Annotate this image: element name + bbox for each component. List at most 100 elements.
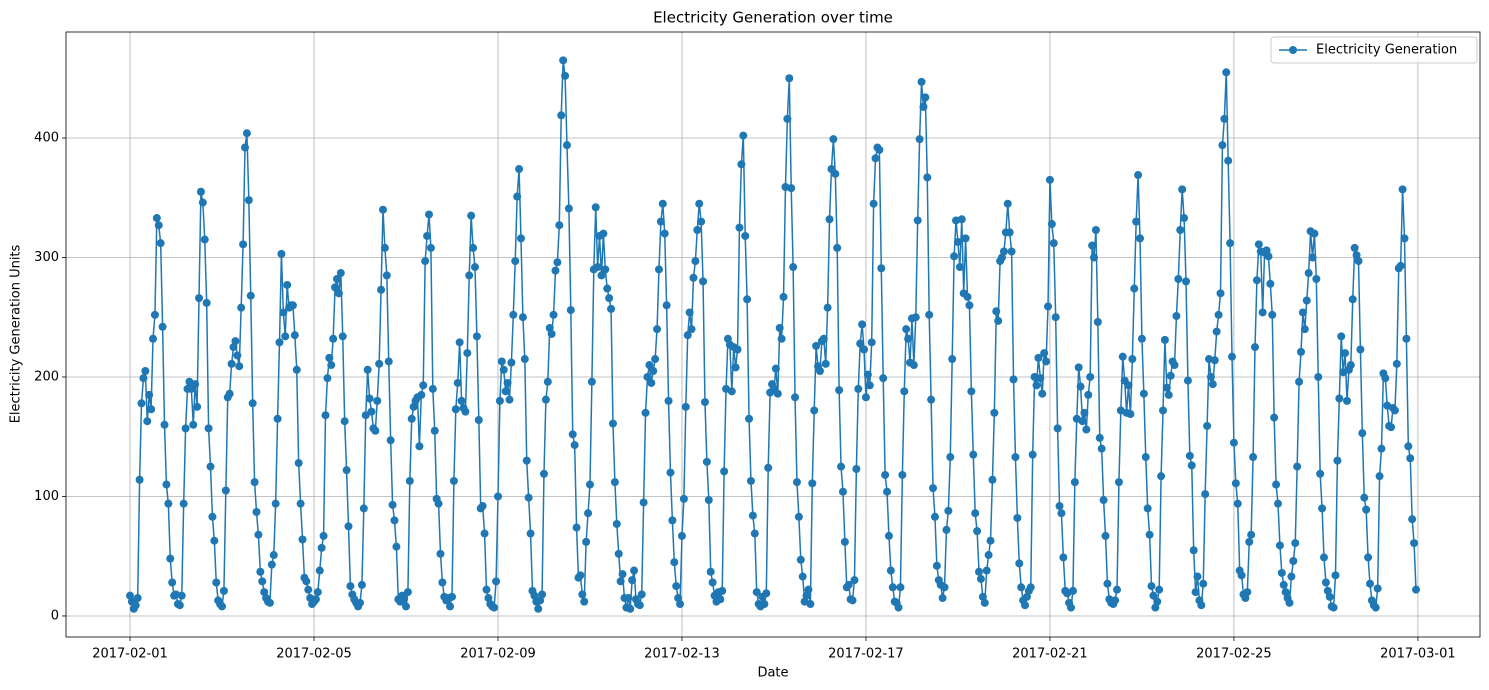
data-point bbox=[1053, 424, 1062, 433]
x-tick-label: 2017-02-09 bbox=[460, 647, 536, 662]
data-point bbox=[470, 263, 479, 272]
data-point bbox=[570, 441, 579, 450]
data-point bbox=[1296, 347, 1305, 356]
data-point bbox=[1166, 371, 1175, 380]
data-point bbox=[904, 334, 913, 343]
data-point bbox=[139, 374, 148, 383]
data-point bbox=[321, 411, 330, 420]
data-point bbox=[553, 258, 562, 267]
data-point bbox=[1067, 603, 1076, 612]
data-point bbox=[177, 591, 186, 600]
data-point bbox=[242, 129, 251, 138]
data-point bbox=[421, 257, 430, 266]
data-point bbox=[392, 542, 401, 551]
data-point bbox=[681, 402, 690, 411]
data-point bbox=[1103, 579, 1112, 588]
data-point bbox=[605, 294, 614, 303]
data-point bbox=[1139, 389, 1148, 398]
data-point bbox=[913, 216, 922, 225]
data-point bbox=[1222, 68, 1231, 77]
data-point bbox=[1003, 199, 1012, 208]
data-point bbox=[1272, 480, 1281, 489]
data-point bbox=[221, 486, 230, 495]
data-point bbox=[1212, 327, 1221, 336]
data-point bbox=[363, 365, 372, 374]
data-point bbox=[237, 303, 246, 312]
data-point bbox=[821, 359, 830, 368]
data-point bbox=[942, 525, 951, 534]
data-point bbox=[472, 332, 481, 341]
data-point bbox=[334, 289, 343, 298]
x-tick-label: 2017-02-01 bbox=[92, 647, 168, 662]
data-point bbox=[311, 595, 320, 604]
data-point bbox=[225, 389, 234, 398]
data-point bbox=[1026, 583, 1035, 592]
data-point bbox=[835, 386, 844, 395]
data-point bbox=[436, 549, 445, 558]
data-point bbox=[798, 572, 807, 581]
data-point bbox=[1159, 406, 1168, 415]
data-point bbox=[1206, 372, 1215, 381]
data-point bbox=[509, 310, 518, 319]
y-axis-label: Electricity Generation Units bbox=[9, 244, 24, 423]
data-point bbox=[921, 93, 930, 102]
data-point bbox=[1011, 453, 1020, 462]
data-point bbox=[1118, 352, 1127, 361]
data-point bbox=[279, 308, 288, 317]
data-point bbox=[1298, 308, 1307, 317]
data-point bbox=[283, 280, 292, 289]
data-point bbox=[662, 301, 671, 310]
data-point bbox=[1228, 352, 1237, 361]
data-point bbox=[829, 135, 838, 144]
data-point bbox=[944, 506, 953, 515]
data-point bbox=[1216, 289, 1225, 298]
data-point bbox=[555, 221, 564, 230]
data-point bbox=[1028, 450, 1037, 459]
data-point bbox=[202, 298, 211, 307]
data-point bbox=[1137, 334, 1146, 343]
data-point bbox=[1392, 359, 1401, 368]
data-point bbox=[656, 217, 665, 226]
data-point bbox=[179, 499, 188, 508]
data-point bbox=[549, 310, 558, 319]
data-point bbox=[1362, 505, 1371, 514]
data-point bbox=[288, 301, 297, 310]
data-point bbox=[706, 567, 715, 576]
data-point bbox=[894, 603, 903, 612]
data-point bbox=[346, 582, 355, 591]
data-point bbox=[825, 215, 834, 224]
x-tick-label: 2017-02-05 bbox=[276, 647, 352, 662]
data-point bbox=[1178, 185, 1187, 194]
data-point bbox=[1291, 539, 1300, 548]
data-point bbox=[541, 395, 550, 404]
data-point bbox=[660, 229, 669, 238]
data-point bbox=[1197, 601, 1206, 610]
data-point bbox=[1045, 175, 1054, 184]
data-point bbox=[390, 516, 399, 525]
data-point bbox=[218, 602, 227, 611]
data-point bbox=[1162, 383, 1171, 392]
data-point bbox=[380, 243, 389, 252]
data-point bbox=[999, 247, 1008, 256]
data-point bbox=[1182, 277, 1191, 286]
data-point bbox=[572, 523, 581, 532]
data-point bbox=[166, 554, 175, 563]
data-point bbox=[607, 304, 616, 313]
data-point bbox=[248, 399, 257, 408]
x-tick-label: 2017-02-17 bbox=[828, 647, 904, 662]
data-point bbox=[501, 387, 510, 396]
data-point bbox=[492, 577, 501, 586]
data-point bbox=[1114, 478, 1123, 487]
data-point bbox=[1237, 571, 1246, 580]
data-point bbox=[1274, 499, 1282, 508]
data-point bbox=[591, 203, 600, 212]
data-point bbox=[1319, 553, 1328, 562]
data-point bbox=[961, 234, 970, 243]
x-tick-label: 2017-03-01 bbox=[1380, 647, 1456, 662]
data-point bbox=[200, 235, 209, 244]
data-point bbox=[909, 361, 918, 370]
data-point bbox=[1170, 361, 1179, 370]
data-point bbox=[863, 370, 872, 379]
data-point bbox=[1375, 472, 1384, 481]
data-point bbox=[1057, 509, 1066, 518]
